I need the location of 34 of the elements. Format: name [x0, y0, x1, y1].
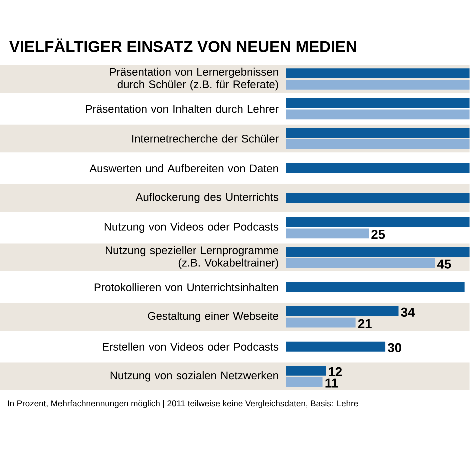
bar	[286, 140, 470, 150]
data-label: 34	[401, 308, 416, 318]
bar	[286, 366, 326, 376]
y-tick-label: Erstellen von Videos oder Podcasts	[103, 342, 279, 352]
y-tick-label: Auswerten und Aufbereiten von Daten	[90, 164, 278, 173]
bar	[286, 80, 470, 90]
text: In Prozent, Mehrfachnennungen möglich | 2011 teilweise keine Vergleichsdaten, Basis: Lehre	[8, 400, 358, 408]
bar	[286, 98, 470, 108]
bar	[286, 377, 323, 388]
y-tick-label: Internetrecherche der Schüler	[132, 134, 279, 143]
y-tick-label: Nutzung von Videos oder Podcasts	[104, 222, 279, 234]
y-tick-label: Gestaltung einer Webseite	[148, 312, 279, 322]
chart-title: VIELFÄLTIGER EINSATZ VON NEUEN MEDIEN	[10, 38, 356, 52]
bar	[286, 306, 399, 316]
data-label: 11	[326, 378, 338, 388]
bar	[286, 247, 470, 257]
y-tick-label: Protokollieren von Unterrichtsinhalten	[94, 283, 278, 292]
bar	[286, 68, 470, 79]
bar	[286, 217, 470, 228]
data-label: 30	[388, 343, 402, 352]
y-tick-label: Nutzung spezieller Lernprogramme (z.B. Vokabeltrainer)	[106, 246, 279, 270]
bar	[286, 258, 436, 268]
data-label: 45	[437, 260, 452, 269]
data-label: 25	[372, 230, 386, 240]
bar	[286, 110, 470, 120]
data-label: 21	[358, 319, 372, 328]
bar	[286, 228, 370, 239]
bar	[286, 128, 470, 138]
y-tick-label: Präsentation von Lernergebnissen durch Schüler (z.B. für Referate)	[110, 68, 278, 91]
y-tick-label: Präsentation von Inhalten durch Lehrer	[86, 105, 279, 114]
bar	[286, 318, 356, 328]
y-tick-label: Nutzung von sozialen Netzwerken	[110, 372, 278, 382]
data-label: 12	[329, 367, 342, 376]
y-tick-label: Auflockerung des Unterrichts	[136, 193, 279, 204]
